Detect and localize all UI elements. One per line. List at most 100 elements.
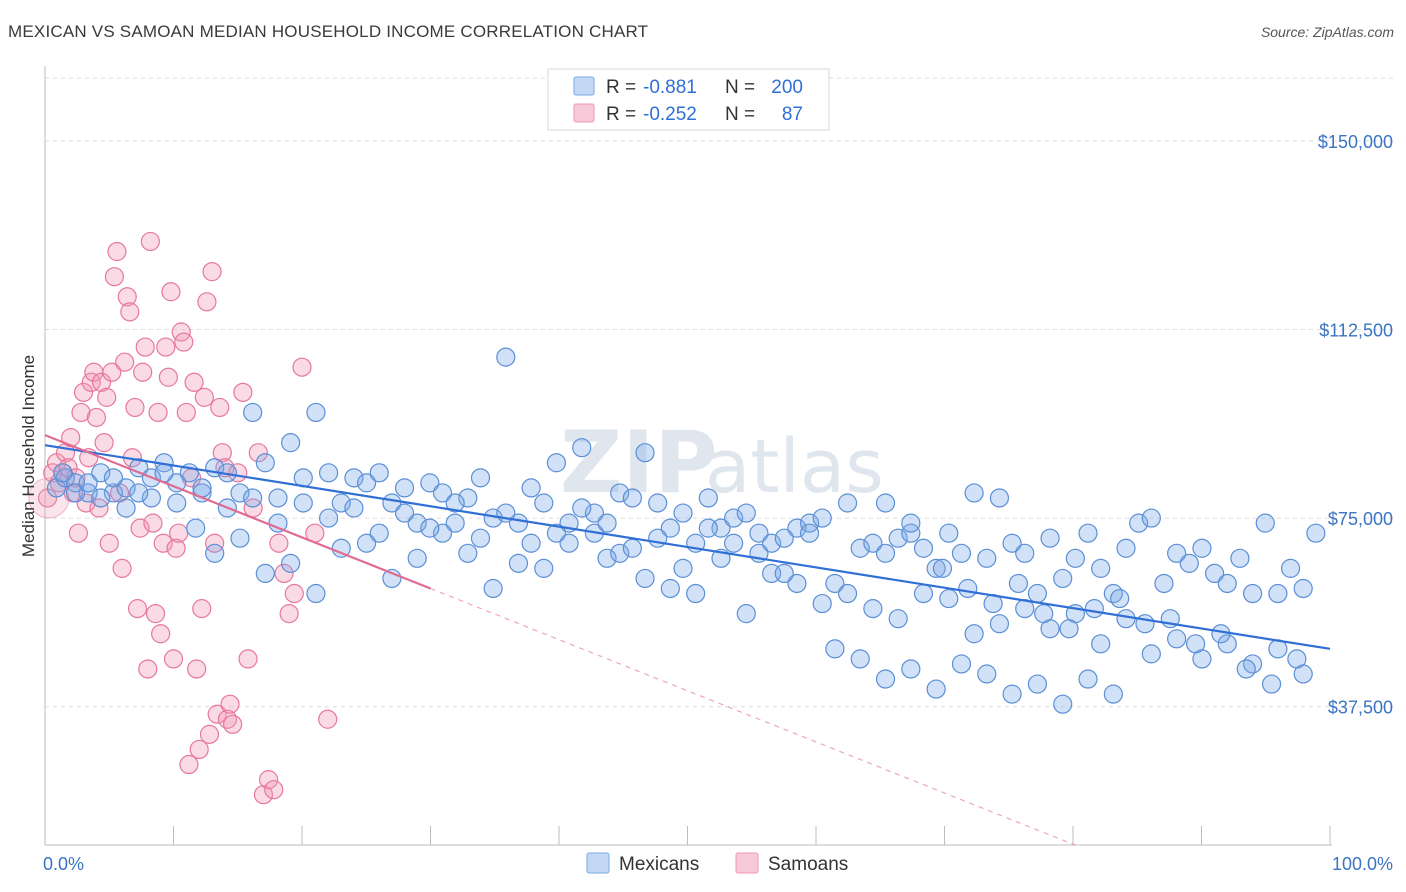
x-tick-label-0: 0.0% xyxy=(43,854,84,874)
mexicans-point-173 xyxy=(546,523,567,543)
samoans-point-81 xyxy=(279,604,299,624)
legend-r-label-2: R = xyxy=(606,104,636,125)
mexicans-point-1 xyxy=(55,468,75,488)
mexicans-point-194 xyxy=(78,473,98,493)
samoans-point-11 xyxy=(71,402,91,423)
samoans-point-18 xyxy=(89,498,109,518)
bottom-legend: Mexicans Samoans xyxy=(586,852,848,875)
mexicans-point-23 xyxy=(331,493,351,513)
mexicans-point-183 xyxy=(293,493,313,513)
samoans-point-82 xyxy=(284,583,304,604)
mexicans-point-66 xyxy=(875,543,896,563)
mexicans-point-50 xyxy=(673,503,693,523)
mexicans-point-126 xyxy=(812,593,832,614)
mexicans-point-105 xyxy=(281,553,301,573)
mexicans-point-58 xyxy=(774,528,794,548)
mexicans-point-190 xyxy=(116,478,136,498)
chart-title: MEXICAN VS SAMOAN MEDIAN HOUSEHOLD INCOM… xyxy=(8,22,649,41)
legend: R = -0.881 N = 200 R = -0.252 N = 87 xyxy=(547,68,830,131)
mexicans-point-48 xyxy=(648,493,668,513)
y-axis-title: Median Household Income xyxy=(19,355,38,557)
mexicans-point-17 xyxy=(255,453,275,473)
mexicans-point-92 xyxy=(1205,563,1225,584)
samoans-point-25 xyxy=(107,241,127,262)
mexicans-point-5 xyxy=(103,483,124,503)
mexicans-point-45 xyxy=(610,483,630,503)
mexicans-point-140 xyxy=(1167,629,1187,649)
mexicans-point-77 xyxy=(1015,543,1035,563)
mexicans-point-99 xyxy=(1293,578,1313,599)
mexicans-point-206 xyxy=(1027,674,1048,694)
mexicans-point-60 xyxy=(799,513,820,533)
mexicans-point-49 xyxy=(660,518,680,538)
mexicans-point-71 xyxy=(939,523,959,543)
mexicans-point-97 xyxy=(1268,583,1288,604)
samoans-point-80 xyxy=(274,563,294,584)
samoans-point-32 xyxy=(125,397,145,418)
mexicans-point-132 xyxy=(964,624,984,644)
watermark-atlas: atlas xyxy=(705,424,884,510)
axes xyxy=(44,66,1332,846)
mexicans-point-113 xyxy=(483,578,503,599)
mexicans-point-196 xyxy=(129,483,149,503)
mexicans-point-33 xyxy=(458,488,478,508)
mexicans-point-46 xyxy=(622,488,642,508)
mexicans-point-205 xyxy=(1002,684,1022,704)
samoans-point-21 xyxy=(97,387,117,407)
samoans-point-39 xyxy=(143,513,163,533)
mexicans-point-59 xyxy=(787,518,807,538)
mexicans-point-118 xyxy=(610,543,630,563)
samoans-point-30 xyxy=(120,302,140,322)
mexicans-point-188 xyxy=(167,493,187,513)
mexicans-point-98 xyxy=(1280,558,1301,578)
mexicans-point-172 xyxy=(572,498,592,518)
mexicans-point-177 xyxy=(445,493,465,513)
mexicans-point-131 xyxy=(939,588,959,609)
mexicans-point-56 xyxy=(749,523,769,543)
x-tick-label-1: 100.0% xyxy=(1332,854,1393,874)
mexicans-point-181 xyxy=(344,498,364,518)
y-tick-label-1: $75,000 xyxy=(1328,509,1393,529)
mexicans-point-15 xyxy=(230,483,250,503)
samoans-point-36 xyxy=(135,337,155,357)
mexicans-point-182 xyxy=(318,508,339,528)
mexicans-point-34 xyxy=(470,468,491,488)
mexicans-point-203 xyxy=(951,654,972,674)
mexicans-point-191 xyxy=(91,488,111,508)
mexicans-point-156 xyxy=(1186,634,1206,654)
mexicans-point-104 xyxy=(255,563,275,584)
mexicans-point-43 xyxy=(584,503,605,523)
samoans-point-7 xyxy=(61,428,81,448)
mexicans-point-88 xyxy=(1154,573,1174,594)
samoans-point-52 xyxy=(176,402,196,423)
mexicans-point-152 xyxy=(1084,599,1104,619)
samoans-point-79 xyxy=(269,533,289,553)
mexicans-point-111 xyxy=(432,523,453,543)
mexicans-trend-line xyxy=(44,444,1331,650)
legend-n-label-2: N = xyxy=(725,104,755,125)
mexicans-point-103 xyxy=(230,528,250,548)
mexicans-point-149 xyxy=(1008,573,1029,594)
mexicans-point-79 xyxy=(1040,528,1060,548)
mexicans-point-52 xyxy=(698,488,718,508)
samoans-point-49 xyxy=(169,523,189,543)
mexicans-point-170 xyxy=(622,538,642,558)
mexicans-point-146 xyxy=(932,558,953,578)
samoans-point-19 xyxy=(91,372,112,392)
mexicans-point-125 xyxy=(787,573,807,594)
samoans-point-53 xyxy=(179,754,199,775)
legend-r-label-1: R = xyxy=(606,77,636,98)
samoans-point-29 xyxy=(117,287,137,307)
samoans-point-large xyxy=(28,477,70,519)
samoans-point-56 xyxy=(187,659,207,679)
trend-lines xyxy=(44,434,1331,846)
mexicans-point-204 xyxy=(977,664,997,684)
mexicans-point-68 xyxy=(901,523,921,543)
samoans-point-62 xyxy=(202,262,222,282)
mexicans-point-82 xyxy=(1078,523,1098,543)
mexicans-point-120 xyxy=(660,578,680,599)
mexicans-point-185 xyxy=(243,488,263,508)
y-tick-label-3: $150,000 xyxy=(1318,132,1393,152)
samoans-point-75 xyxy=(248,443,268,463)
mexicans-point-73 xyxy=(964,483,984,503)
